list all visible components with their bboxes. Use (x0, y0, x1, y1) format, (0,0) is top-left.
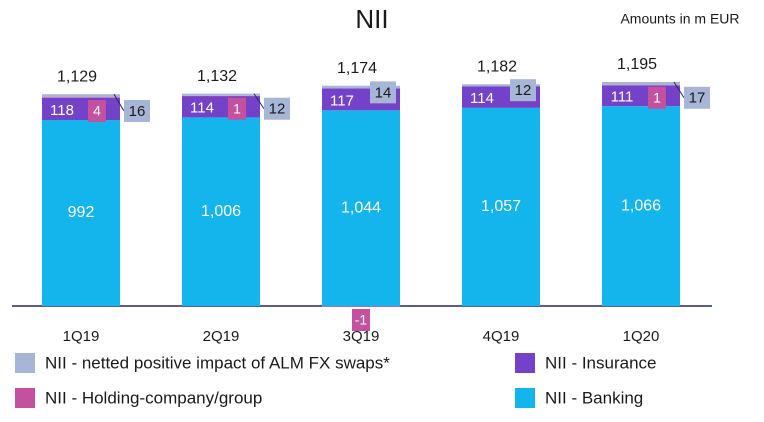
banking-label: 1,057 (481, 198, 521, 215)
alm-label: 12 (515, 82, 532, 99)
banking-label: 1,044 (341, 199, 381, 216)
alm-label: 16 (129, 103, 146, 120)
total-label: 1,132 (197, 68, 237, 85)
alm-label: 12 (269, 101, 286, 118)
banking-label: 1,006 (201, 203, 241, 220)
x-tick-label: 2Q19 (203, 328, 240, 345)
chart-title: NII (355, 4, 388, 34)
holding-label-box (648, 86, 666, 109)
banking-label: 992 (68, 204, 95, 221)
insurance-label: 118 (50, 102, 74, 119)
bar-segment (182, 93, 260, 96)
holding-label-box (88, 99, 106, 122)
bar-segment (182, 95, 260, 97)
legend-swatch (515, 388, 535, 408)
alm-label-box (510, 79, 536, 102)
x-tick-label: 1Q20 (623, 328, 660, 345)
x-tick-label: 3Q19 (343, 328, 380, 345)
bar-segment (462, 107, 540, 306)
chart-subtitle: Amounts in m EUR (620, 11, 739, 27)
alm-leader (673, 81, 685, 99)
holding-label: 4 (93, 103, 101, 119)
x-tick-label: 4Q19 (483, 328, 520, 345)
bar-segment (462, 84, 540, 87)
alm-label-box (124, 99, 150, 122)
total-label: 1,129 (57, 69, 97, 86)
holding-label: 1 (653, 89, 661, 105)
total-label: 1,195 (617, 56, 657, 73)
alm-label-box (684, 86, 710, 109)
legend-swatch (515, 353, 535, 373)
alm-label: 17 (689, 90, 706, 107)
banking-label: 1,066 (621, 197, 661, 214)
bar-segment (602, 106, 680, 306)
insurance-label: 114 (190, 100, 214, 117)
insurance-label: 111 (611, 89, 634, 106)
total-label: 1,182 (477, 59, 517, 76)
alm-leader (113, 93, 125, 112)
alm-label-box (264, 97, 290, 120)
bar-segment (42, 94, 120, 98)
bar-segment (42, 120, 120, 306)
bar-segment (322, 306, 400, 307)
legend-label: NII - Holding-company/group (45, 388, 262, 407)
bar-segment (322, 85, 400, 89)
total-label: 1,174 (337, 60, 377, 77)
alm-label-box (370, 81, 396, 104)
legend-swatch (15, 388, 35, 408)
legend-label: NII - Banking (545, 388, 643, 407)
holding-label-box (228, 97, 246, 120)
holding-label-box (352, 309, 370, 331)
bar-segment (602, 82, 680, 86)
alm-label: 14 (375, 84, 392, 101)
bar-segment (322, 110, 400, 307)
holding-label: 1 (233, 100, 241, 116)
legend-label: NII - netted positive impact of ALM FX s… (45, 353, 390, 372)
bar-segment (42, 97, 120, 98)
insurance-label: 114 (470, 90, 494, 107)
legend-swatch (15, 353, 35, 373)
bar-segment (182, 117, 260, 306)
bar-segment (602, 85, 680, 86)
x-tick-label: 1Q19 (63, 328, 100, 345)
alm-leader (253, 93, 265, 110)
insurance-label: 117 (330, 92, 354, 109)
holding-label: -1 (355, 312, 368, 328)
legend-label: NII - Insurance (545, 353, 657, 372)
